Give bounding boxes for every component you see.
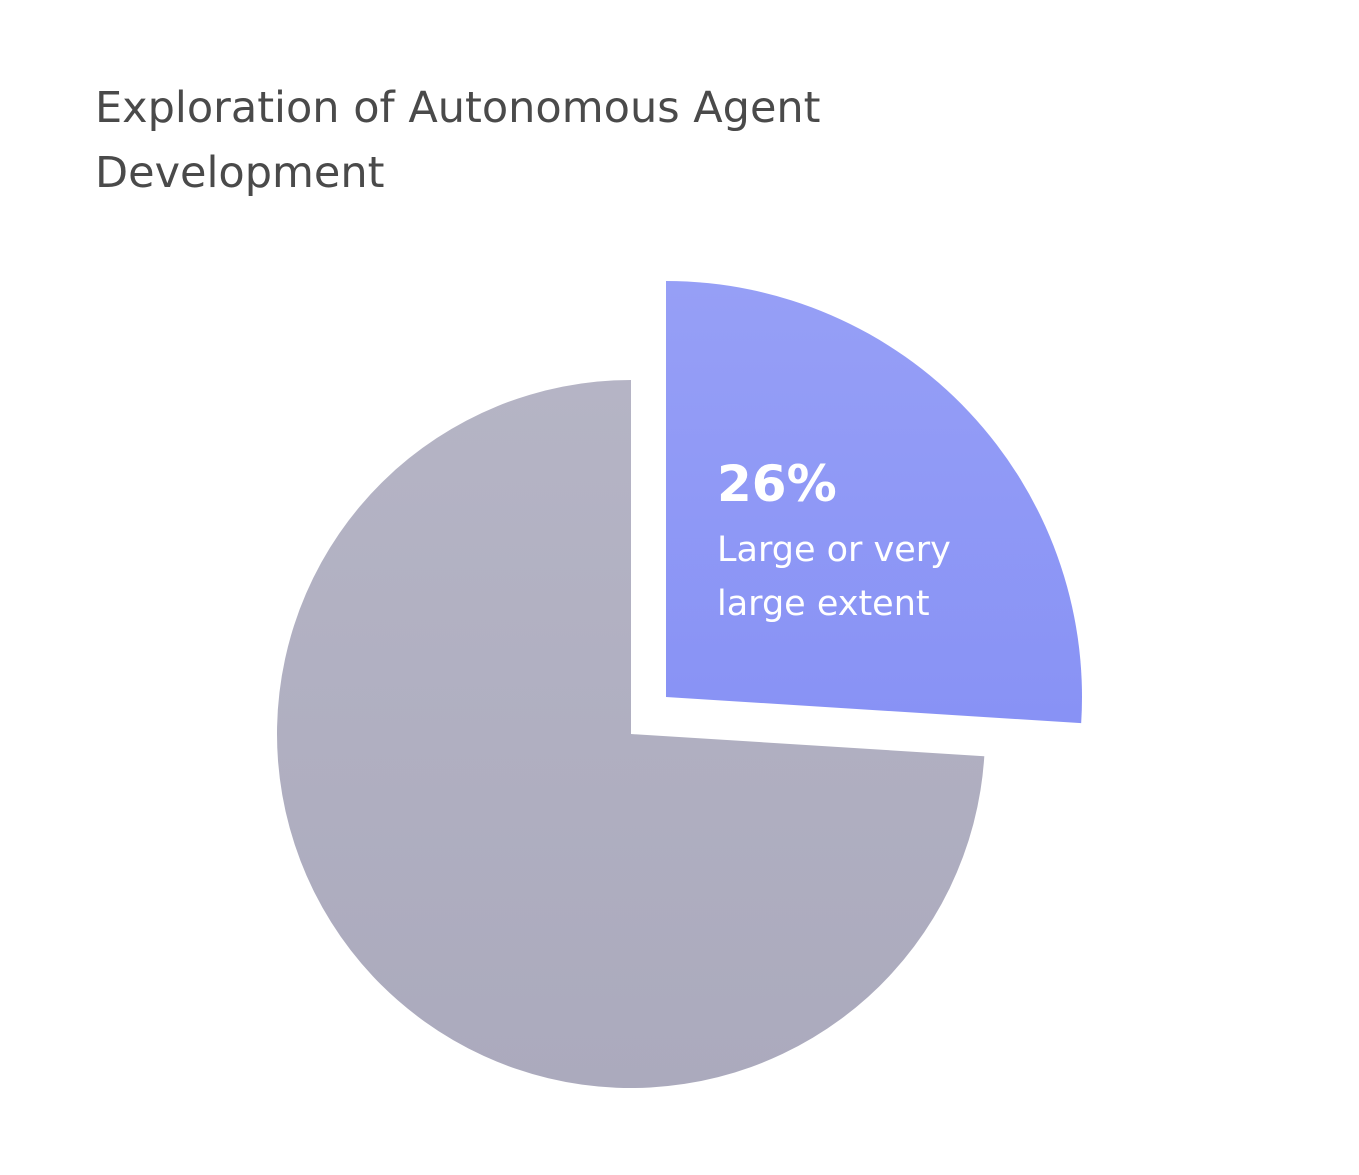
- chart-title: Exploration of Autonomous Agent Developm…: [95, 83, 821, 198]
- pie-slice: [666, 281, 1082, 724]
- slice-label: Large or very large extent: [717, 530, 951, 624]
- pie-slice: [277, 380, 985, 1088]
- value-label: 26%: [717, 455, 837, 513]
